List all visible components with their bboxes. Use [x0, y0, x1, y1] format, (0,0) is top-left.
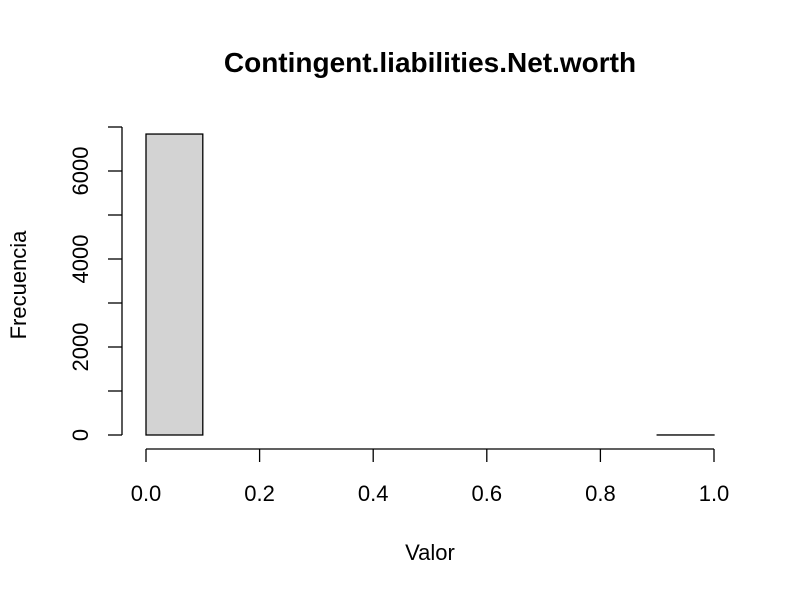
x-axis: 0.0 0.2 0.4 0.6 0.8 1.0	[131, 448, 730, 506]
x-tick-label: 0.6	[472, 481, 503, 506]
y-tick-label: 2000	[68, 323, 93, 372]
y-tick-label: 4000	[68, 235, 93, 284]
y-tick-label: 6000	[68, 147, 93, 196]
x-axis-label: Valor	[405, 540, 455, 565]
y-axis: 0 2000 4000 6000	[68, 126, 123, 441]
x-tick-label: 1.0	[699, 481, 730, 506]
bars-group	[145, 133, 715, 436]
histogram-bar	[145, 133, 204, 436]
y-tick-label: 0	[68, 429, 93, 441]
x-tick-label: 0.0	[131, 481, 162, 506]
chart-title: Contingent.liabilities.Net.worth	[224, 47, 636, 78]
y-axis-label: Frecuencia	[6, 230, 31, 340]
x-tick-label: 0.2	[244, 481, 275, 506]
x-tick-label: 0.8	[585, 481, 616, 506]
x-tick-label: 0.4	[358, 481, 389, 506]
